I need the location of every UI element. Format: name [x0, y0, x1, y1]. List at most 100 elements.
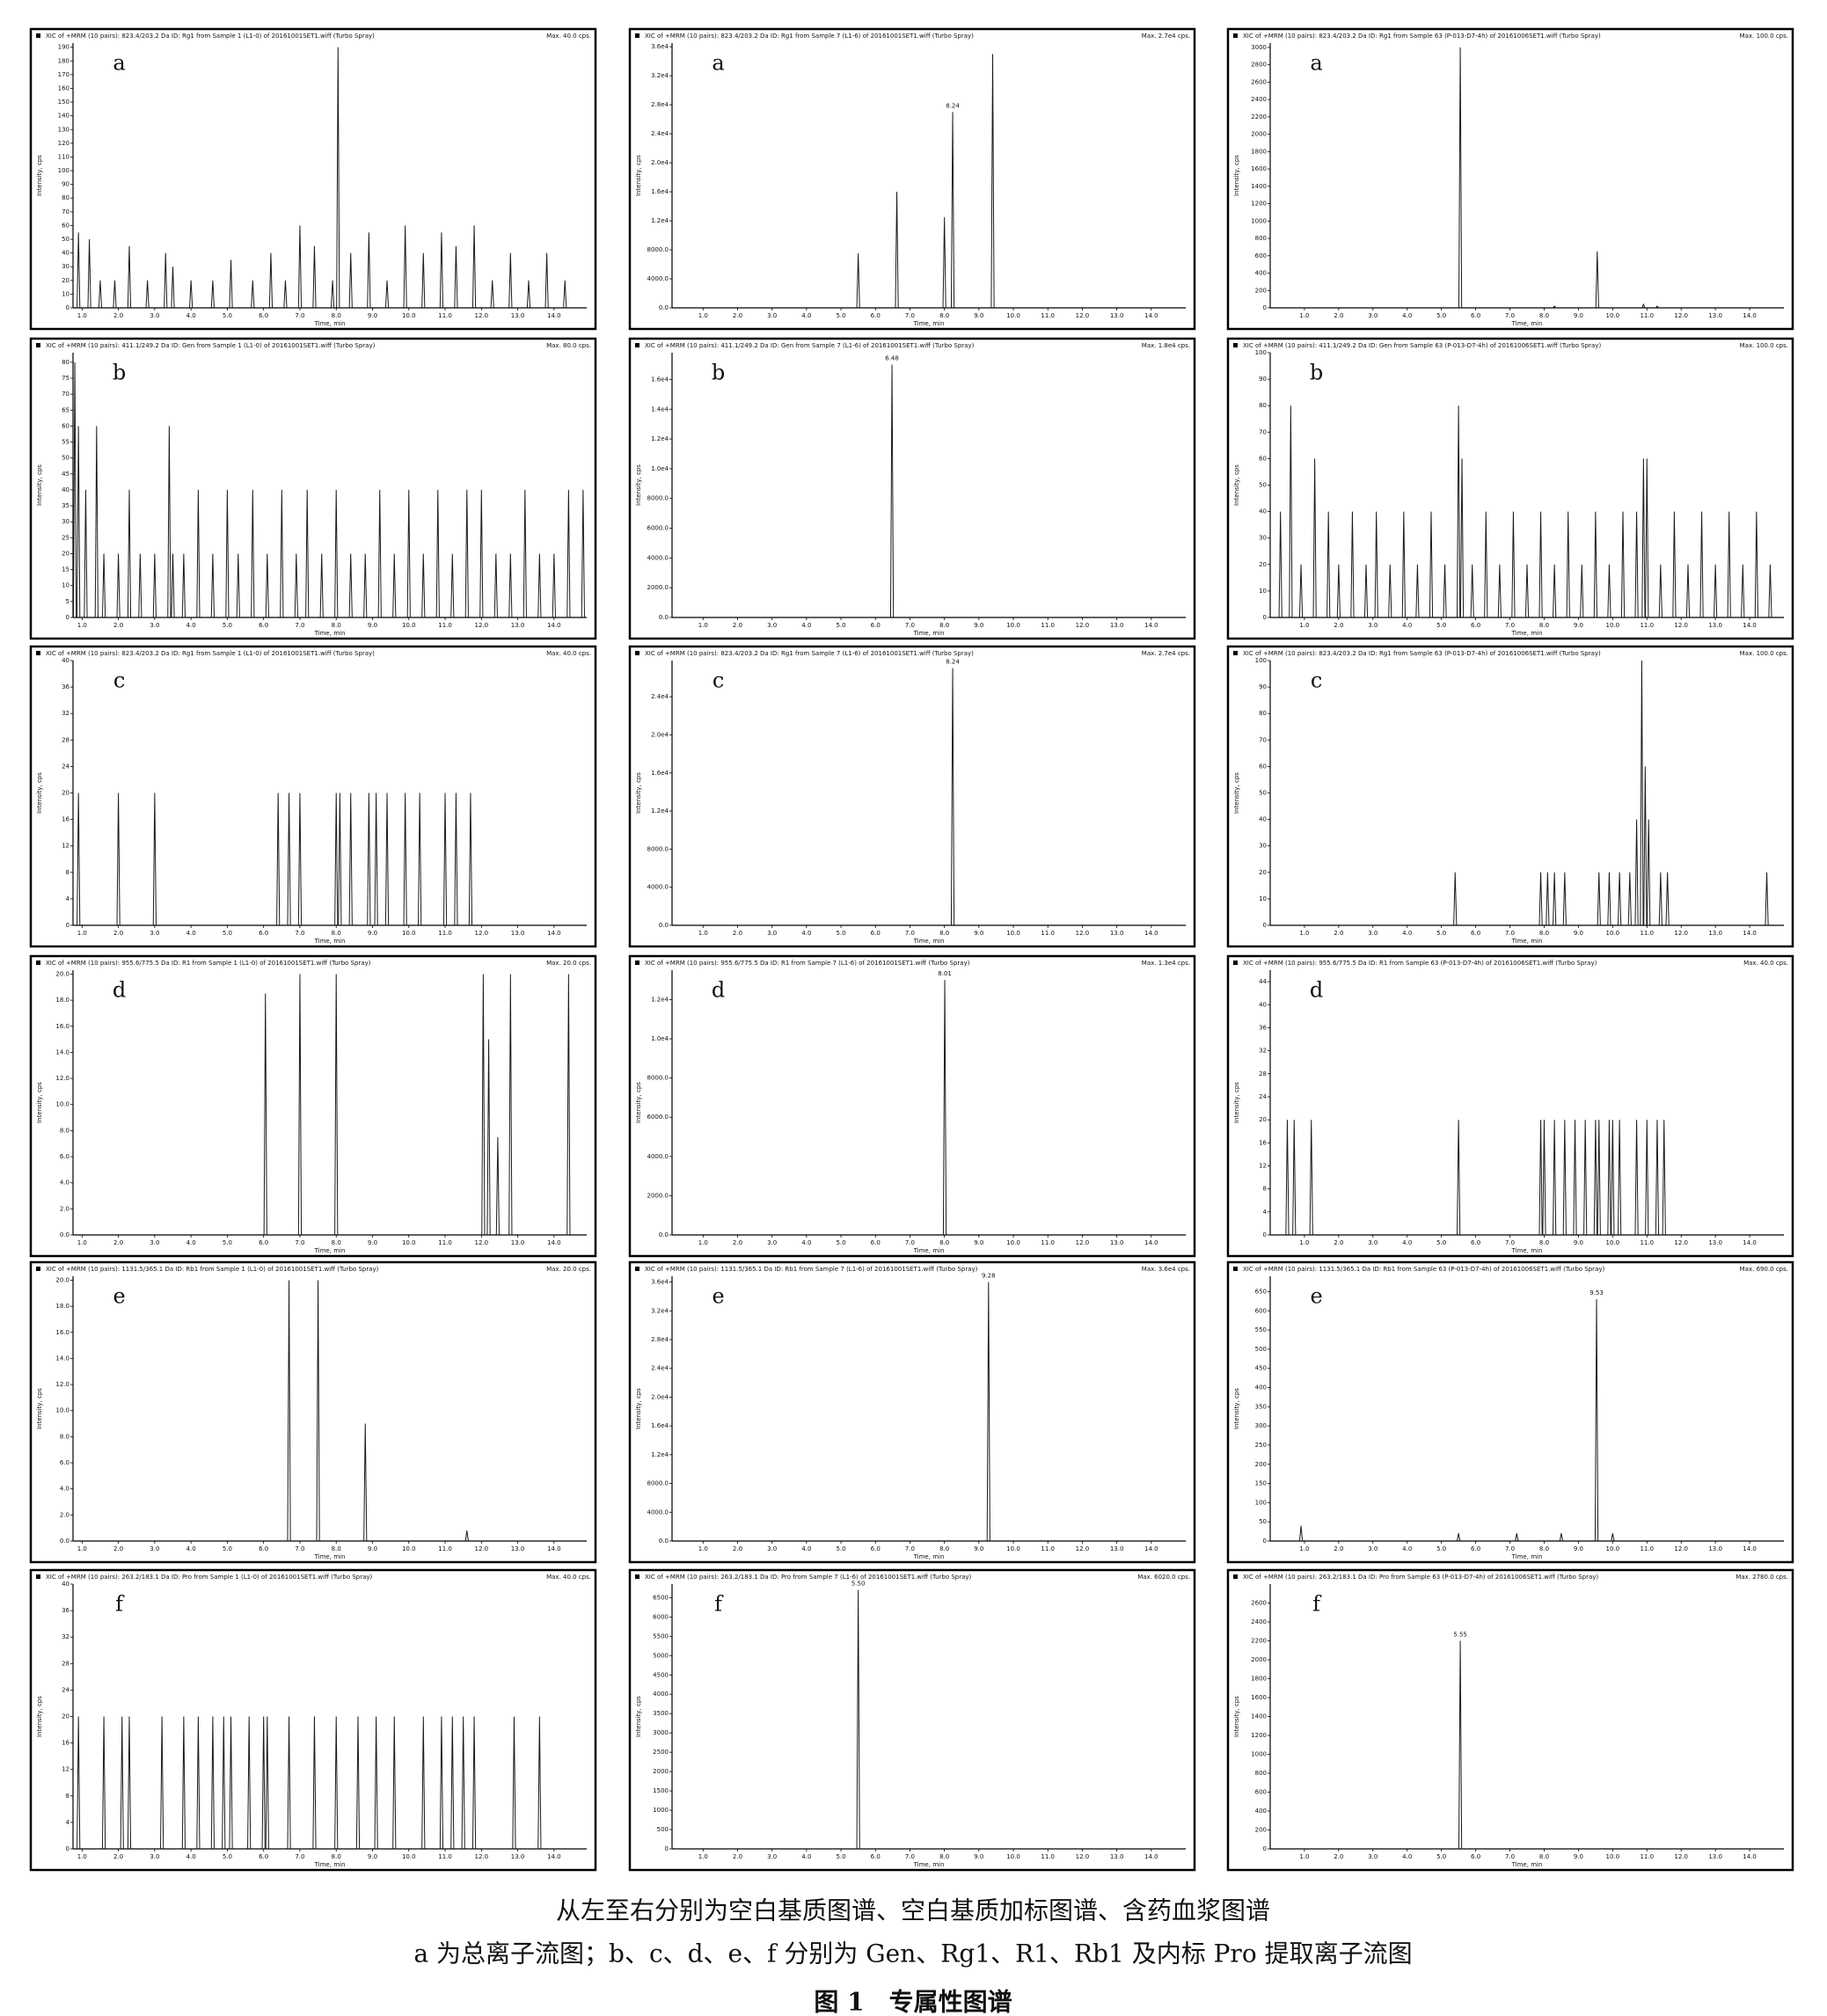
peak: [439, 232, 444, 309]
y-tick-label: 18.0: [55, 1303, 69, 1310]
y-tick-label: 8: [66, 1793, 69, 1800]
y-axis-label: Intensity, cps: [635, 1082, 642, 1123]
peak: [1573, 1120, 1577, 1236]
panel-header: XIC of +MRM (10 pairs): 955.6/775.5 Da I…: [645, 960, 970, 967]
x-tick-label: 11.0: [1640, 1239, 1654, 1246]
y-tick-label: 36: [62, 683, 69, 690]
y-axis-label: Intensity, cps: [36, 1082, 43, 1123]
max-label: Max. 1.8e4 cps.: [1142, 342, 1190, 349]
x-tick-label: 12.0: [1674, 312, 1688, 319]
x-tick-label: 4.0: [186, 1239, 196, 1246]
y-tick-label: 50: [1259, 482, 1267, 489]
y-tick-label: 24: [62, 1686, 69, 1693]
max-label: Max. 100.0 cps.: [1740, 650, 1788, 657]
peak: [1618, 872, 1622, 926]
peak: [312, 1716, 317, 1850]
y-tick-label: 4000: [653, 1691, 669, 1698]
panel-header: XIC of +MRM (10 pairs): 411.1/249.2 Da I…: [645, 342, 975, 349]
y-tick-label: 0: [1263, 1231, 1267, 1238]
x-tick-label: 14.0: [1144, 930, 1158, 937]
y-axis-label: Intensity, cps: [1233, 772, 1240, 814]
peak: [1641, 458, 1646, 618]
y-tick-label: 150: [1255, 1480, 1267, 1487]
peak: [1401, 511, 1406, 618]
y-tick-label: 4.0: [60, 1486, 69, 1493]
x-tick-label: 4.0: [801, 622, 811, 629]
x-tick-label: 7.0: [1505, 1853, 1515, 1860]
panel-label: a: [712, 51, 724, 76]
peak: [1363, 564, 1369, 618]
x-tick-label: 11.0: [438, 312, 452, 319]
y-tick-label: 8.0: [60, 1127, 69, 1134]
y-tick-label: 2000: [1251, 131, 1267, 138]
x-tick-label: 2.0: [1334, 1853, 1343, 1860]
peak: [439, 1716, 444, 1850]
y-tick-label: 500: [657, 1826, 669, 1833]
y-tick-label: 90: [1259, 683, 1267, 690]
peak: [265, 1716, 269, 1850]
x-tick-label: 12.0: [475, 1853, 489, 1860]
peak: [229, 1716, 233, 1850]
x-axis-label: Time, min: [913, 320, 945, 327]
y-tick-label: 8000.0: [647, 1075, 669, 1082]
peak: [316, 1280, 320, 1542]
peak: [297, 974, 303, 1236]
x-tick-label: 10.0: [1006, 1545, 1020, 1552]
y-tick-label: 5000: [653, 1652, 669, 1659]
peak: [1524, 564, 1530, 618]
peak: [283, 280, 288, 309]
peak: [1662, 1120, 1666, 1236]
peak: [225, 489, 230, 618]
x-tick-label: 6.0: [871, 312, 881, 319]
y-tick-label: 8000.0: [647, 246, 669, 253]
x-tick-label: 10.0: [402, 312, 416, 319]
y-tick-label: 1800: [1251, 148, 1267, 155]
x-tick-label: 3.0: [767, 622, 777, 629]
x-tick-label: 1.0: [1299, 622, 1309, 629]
x-tick-label: 10.0: [402, 930, 416, 937]
peak: [94, 426, 99, 618]
y-tick-label: 16: [62, 816, 69, 823]
peak: [1611, 1120, 1615, 1236]
y-tick-label: 6.0: [60, 1459, 69, 1466]
x-tick-label: 14.0: [547, 1239, 561, 1246]
x-tick-label: 11.0: [438, 1545, 452, 1552]
x-tick-label: 13.0: [1110, 930, 1124, 937]
x-tick-label: 9.0: [368, 1239, 377, 1246]
y-tick-label: 20: [62, 277, 69, 284]
x-tick-label: 8.0: [939, 1853, 949, 1860]
x-tick-label: 14.0: [1144, 622, 1158, 629]
peak: [1634, 1120, 1639, 1236]
peak: [196, 489, 201, 618]
x-tick-label: 13.0: [1708, 622, 1722, 629]
peak: [1627, 872, 1632, 926]
x-tick-label: 6.0: [1471, 1545, 1480, 1552]
max-label: Max. 20.0 cps.: [546, 1266, 591, 1273]
y-tick-label: 1400: [1251, 183, 1267, 190]
peak: [1553, 1120, 1557, 1236]
x-tick-label: 5.0: [223, 1545, 232, 1552]
y-tick-label: 28: [1259, 1070, 1267, 1077]
x-tick-label: 9.0: [1574, 312, 1583, 319]
panel-label: d: [113, 978, 126, 1003]
y-tick-label: 1.6e4: [651, 376, 669, 383]
y-tick-label: 70: [1259, 736, 1267, 743]
y-tick-label: 3000: [653, 1729, 669, 1736]
y-tick-label: 1.2e4: [651, 1451, 669, 1458]
peak: [450, 1716, 455, 1850]
y-tick-label: 6000: [653, 1613, 669, 1620]
peak: [98, 280, 103, 309]
x-tick-label: 4.0: [1402, 930, 1412, 937]
x-tick-label: 6.0: [1471, 312, 1480, 319]
panel-header: XIC of +MRM (10 pairs): 955.6/775.5 Da I…: [1243, 960, 1597, 967]
panel-icon: [36, 961, 40, 965]
y-axis-label: Intensity, cps: [36, 772, 43, 814]
panel-icon: [36, 1267, 40, 1271]
peak: [263, 993, 267, 1236]
max-label: Max. 40.0 cps.: [546, 1574, 591, 1581]
y-tick-label: 2.4e4: [651, 1365, 669, 1372]
y-tick-label: 500: [1255, 1346, 1267, 1353]
panel-icon: [635, 1574, 639, 1579]
x-tick-label: 4.0: [1402, 1239, 1412, 1246]
